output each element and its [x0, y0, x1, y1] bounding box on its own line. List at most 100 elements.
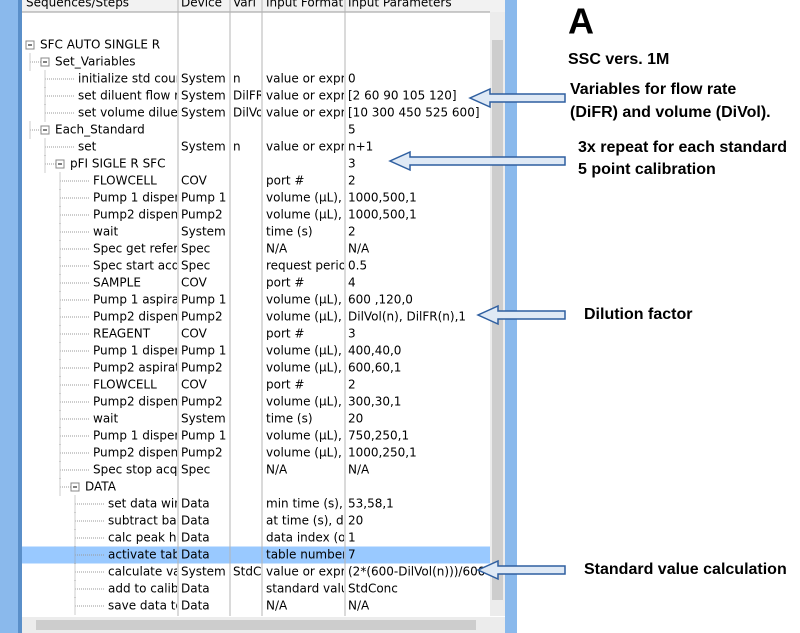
cell: System [181, 225, 226, 239]
cell: COV [181, 327, 208, 341]
step-label: save data to [108, 599, 183, 613]
cell: volume (µL), fl [266, 361, 353, 375]
note: Dilution factor [584, 306, 692, 323]
cell: System [181, 140, 226, 154]
cell: table number [266, 548, 347, 562]
cell: Spec [181, 259, 210, 273]
cell: volume (µL), fl [266, 310, 353, 324]
cell: Data [181, 548, 210, 562]
arrow [468, 87, 566, 109]
note: Variables for flow rate [570, 81, 736, 98]
cell: request period [266, 259, 354, 273]
cell: 2 [348, 174, 356, 188]
cell: [10 300 450 525 600] [348, 106, 480, 120]
cell: 4 [348, 276, 356, 290]
cell: 1000,250,1 [348, 446, 417, 460]
cell: volume (µL), fl [266, 446, 353, 460]
cell: N/A [266, 463, 288, 477]
column-header: Input Format [266, 0, 343, 10]
step-label: add to calib [108, 582, 179, 596]
cell: Data [181, 599, 210, 613]
note: 5 point calibration [578, 161, 716, 178]
cell: at time (s), dat [266, 514, 356, 528]
selected-row [22, 546, 490, 564]
cell: min time (s), m [266, 497, 358, 511]
cell: N/A [266, 242, 288, 256]
step-label: subtract base [108, 514, 190, 528]
cell: n [233, 72, 241, 86]
column-header: Sequences/Steps [26, 0, 129, 10]
cell: Spec [181, 242, 210, 256]
cell: StdC [233, 565, 261, 579]
arrow [476, 304, 566, 326]
cell: N/A [266, 599, 288, 613]
cell: 5 [348, 123, 356, 137]
cell: Data [181, 582, 210, 596]
step-label: wait [93, 412, 119, 426]
cell: 7 [348, 548, 356, 562]
step-label: activate table [108, 548, 191, 562]
arrow [388, 150, 566, 172]
step-label: SAMPLE [93, 276, 141, 290]
step-label: Set_Variables [55, 55, 136, 69]
cell: 300,30,1 [348, 395, 401, 409]
step-label: pFI SIGLE R SFC [70, 157, 165, 171]
cell: Pump2 [181, 395, 223, 409]
cell: DilVol(n), DilFR(n),1 [348, 310, 466, 324]
cell: value or expre [266, 106, 353, 120]
step-label: Pump2 aspirate [93, 361, 187, 375]
cell: standard value [266, 582, 356, 596]
step-label: set data wind [108, 497, 189, 511]
cell: DilVo [233, 106, 264, 120]
step-label: FLOWCELL [93, 174, 157, 188]
cell: 3 [348, 157, 356, 171]
cell: 2 [348, 378, 356, 392]
tree-table: Sequences/Steps Device Vari Input Format Inp… [22, 0, 490, 616]
cell: 0.5 [348, 259, 367, 273]
cell: Pump2 [181, 208, 223, 222]
cell: 400,40,0 [348, 344, 401, 358]
step-label: calc peak hei [108, 531, 187, 545]
step-label: Pump 1 aspirat [93, 293, 184, 307]
cell: 1000,500,1 [348, 191, 417, 205]
cell: port # [266, 174, 304, 188]
header-bar [22, 0, 505, 12]
cell: Pump 1 [181, 293, 226, 307]
cell: 0 [348, 72, 356, 86]
cell: DilFR [233, 89, 264, 103]
step-label: Pump 1 dispens [93, 429, 188, 443]
cell: 20 [348, 412, 363, 426]
h-scroll-thumb[interactable] [36, 620, 476, 630]
cell: N/A [348, 599, 370, 613]
cell: 600 ,120,0 [348, 293, 413, 307]
step-label: set diluent flow ra [78, 89, 186, 103]
cell: time (s) [266, 225, 313, 239]
step-label: Spec get refere [93, 242, 185, 256]
panel-letter: A [568, 1, 594, 42]
cell: time (s) [266, 412, 313, 426]
cell: N/A [348, 242, 370, 256]
step-label: Spec stop acqu [93, 463, 185, 477]
window-frame [0, 0, 18, 633]
step-label: set [78, 140, 97, 154]
cell: Pump 1 [181, 429, 226, 443]
step-label: set volume diluen [78, 106, 185, 120]
cell: COV [181, 276, 208, 290]
note: 3x repeat for each standard [578, 139, 787, 156]
step-label: initialize std coun [78, 72, 183, 86]
cell: data index (op [266, 531, 353, 545]
cell: volume (µL), fl [266, 429, 353, 443]
cell: volume (µL), fl [266, 191, 353, 205]
cell: Data [181, 531, 210, 545]
window-frame [18, 0, 22, 633]
version: SSC vers. 1M [568, 51, 669, 68]
cell: Data [181, 514, 210, 528]
cell: port # [266, 327, 304, 341]
cell: volume (µL), fl [266, 293, 353, 307]
column-header: Input Parameters [348, 0, 452, 10]
cell: [2 60 90 105 120] [348, 89, 457, 103]
cell: System [181, 106, 226, 120]
cell: 20 [348, 514, 363, 528]
note: (DiFR) and volume (DiVol). [570, 104, 771, 121]
